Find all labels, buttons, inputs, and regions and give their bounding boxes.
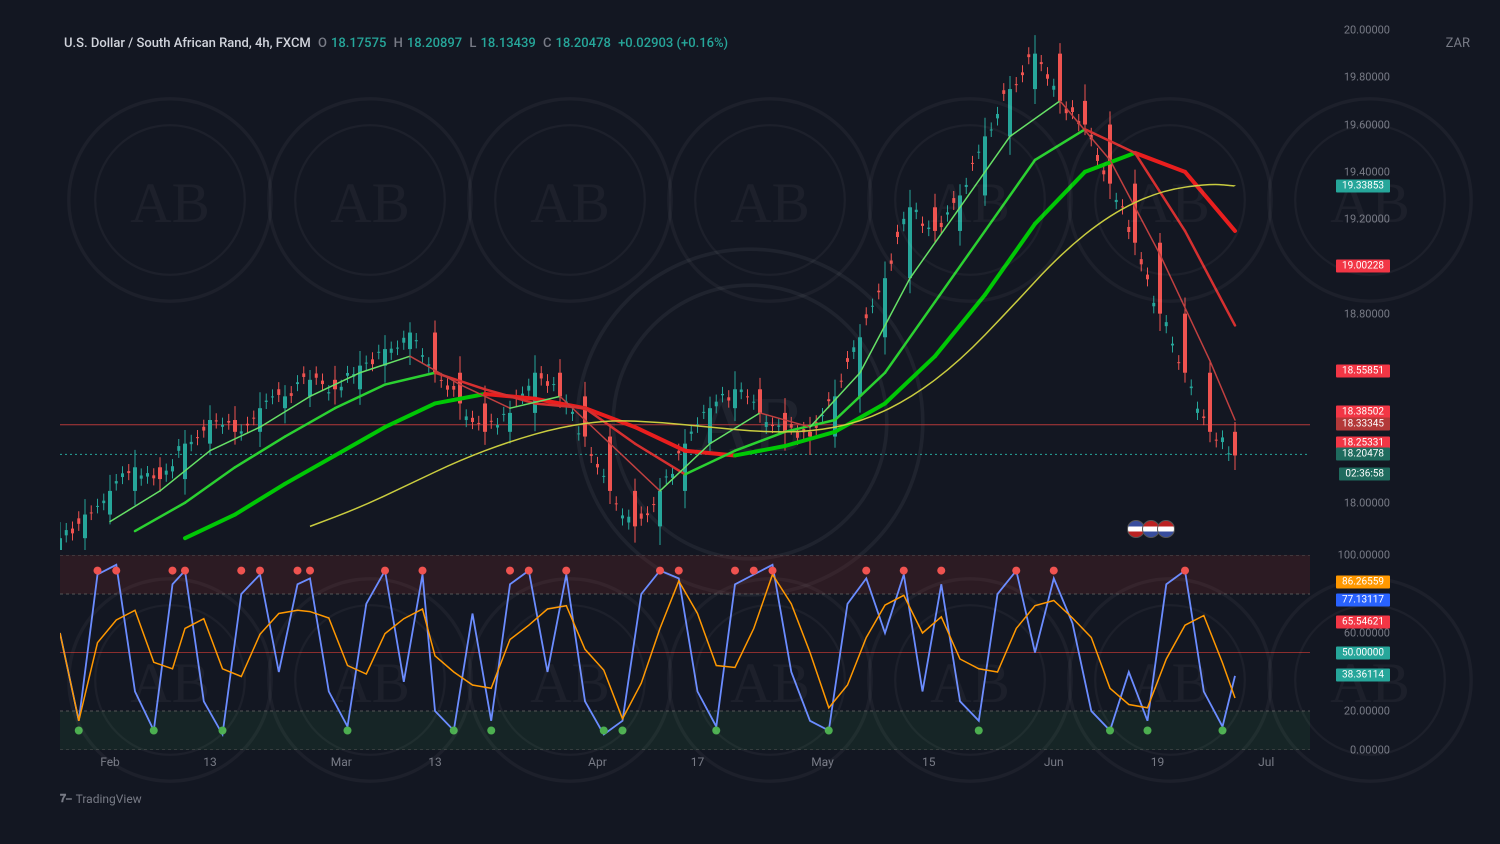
price-tag: 18.20478 <box>1336 448 1390 461</box>
price-tag: 19.00228 <box>1336 259 1390 272</box>
price-tag: 77.13117 <box>1336 593 1390 606</box>
price-tag: 19.33853 <box>1336 180 1390 193</box>
ohlc-o-label: O <box>318 36 327 51</box>
y-tick: 18.00000 <box>1344 496 1390 509</box>
tradingview-label: TradingView <box>76 792 142 806</box>
ohlc-h-label: H <box>394 36 403 51</box>
y-tick: 18.80000 <box>1344 307 1390 320</box>
pair-name: U.S. Dollar / South African Rand, 4h, FX… <box>64 36 311 51</box>
ohlc-c-label: C <box>543 36 552 51</box>
y-tick: 19.40000 <box>1344 165 1390 178</box>
flag-icon[interactable] <box>1157 520 1175 538</box>
tradingview-logo-icon: 𝟕⎯ <box>60 792 72 806</box>
x-tick: Feb <box>100 755 120 769</box>
y-tick: 19.80000 <box>1344 71 1390 84</box>
y-tick: 20.00000 <box>1344 24 1390 37</box>
price-tag: 18.33345 <box>1336 417 1390 430</box>
price-tag: 65.54621 <box>1336 616 1390 629</box>
x-tick: 19 <box>1151 755 1165 769</box>
x-tick: Apr <box>588 755 607 769</box>
ohlc-l-label: L <box>469 36 476 51</box>
y-axis-indicator[interactable]: 100.0000060.0000020.000000.0000086.26559… <box>1310 555 1500 750</box>
tradingview-branding[interactable]: 𝟕⎯ TradingView <box>60 792 142 806</box>
y-tick: 19.60000 <box>1344 118 1390 131</box>
x-tick: Jul <box>1258 755 1274 769</box>
currency-label: ZAR <box>1446 36 1470 51</box>
price-tag: 18.38502 <box>1336 405 1390 418</box>
x-tick: May <box>811 755 834 769</box>
symbol-header: U.S. Dollar / South African Rand, 4h, FX… <box>64 36 732 51</box>
ohlc-o: 18.17575 <box>331 36 386 51</box>
ohlc-h: 18.20897 <box>407 36 462 51</box>
y-tick: 100.00000 <box>1338 549 1390 562</box>
main-price-chart[interactable] <box>60 30 1310 550</box>
x-tick: 15 <box>922 755 936 769</box>
price-tag: 38.36114 <box>1336 669 1390 682</box>
x-tick: 17 <box>691 755 705 769</box>
price-tag: 50.00000 <box>1336 646 1390 659</box>
event-flags[interactable] <box>1130 520 1175 538</box>
ohlc-change: +0.02903 (+0.16%) <box>618 36 728 51</box>
chart-container: U.S. Dollar / South African Rand, 4h, FX… <box>0 0 1500 844</box>
ohlc-c: 18.20478 <box>556 36 611 51</box>
x-tick: Jun <box>1044 755 1064 769</box>
y-tick: 20.00000 <box>1344 705 1390 718</box>
price-tag: 18.55851 <box>1336 364 1390 377</box>
y-tick: 19.20000 <box>1344 213 1390 226</box>
price-tag: 86.26559 <box>1336 575 1390 588</box>
x-tick: Mar <box>331 755 352 769</box>
stochastic-indicator[interactable] <box>60 555 1310 750</box>
x-tick: 13 <box>203 755 217 769</box>
x-axis-time[interactable]: Feb 13 Mar 13 Apr 17 May 15 Jun 19 Jul <box>60 755 1310 785</box>
ohlc-l: 18.13439 <box>480 36 535 51</box>
x-tick: 13 <box>428 755 442 769</box>
price-tag: 02:36:58 <box>1339 468 1390 481</box>
y-axis-price[interactable]: 20.0000019.8000019.6000019.4000019.20000… <box>1310 30 1500 550</box>
y-tick: 0.00000 <box>1350 744 1390 757</box>
